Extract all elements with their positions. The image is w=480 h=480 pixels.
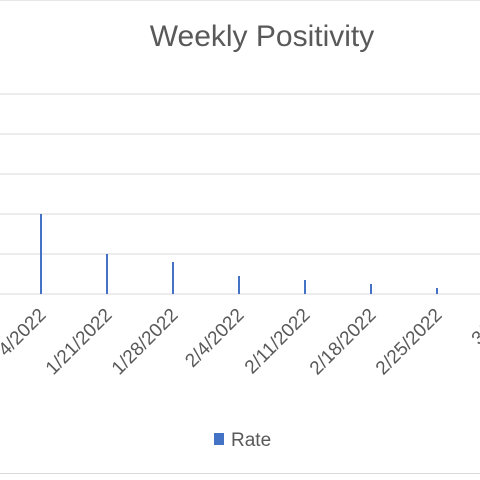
chart-border-bottom [0, 473, 480, 474]
legend-label-rate: Rate [231, 430, 271, 451]
chart-title: Weekly Positivity [150, 20, 375, 53]
x-tick-label: 3/4/2 [468, 305, 480, 350]
legend: Rate [214, 430, 271, 451]
bar [106, 254, 108, 294]
bar [304, 280, 306, 294]
x-tick-labels: 4/20221/21/20221/28/20222/4/20222/11/202… [0, 305, 480, 380]
bar [370, 284, 372, 294]
bar [436, 288, 438, 294]
chart-border-top [0, 0, 480, 1]
x-tick-label: 1/21/2022 [42, 305, 117, 380]
x-tick-label: 2/18/2022 [306, 305, 381, 380]
x-tick-label: 1/28/2022 [108, 305, 183, 380]
bars [40, 214, 438, 294]
x-tick-label: 2/11/2022 [241, 305, 315, 379]
x-tick-label: 2/4/2022 [181, 305, 248, 372]
gridlines [0, 93, 480, 295]
legend-swatch-rate [214, 433, 224, 445]
bar [238, 276, 240, 294]
x-tick-label: 4/2022 [0, 305, 51, 361]
bar [172, 262, 174, 294]
x-tick-label: 2/25/2022 [372, 305, 447, 380]
bar [40, 214, 42, 294]
